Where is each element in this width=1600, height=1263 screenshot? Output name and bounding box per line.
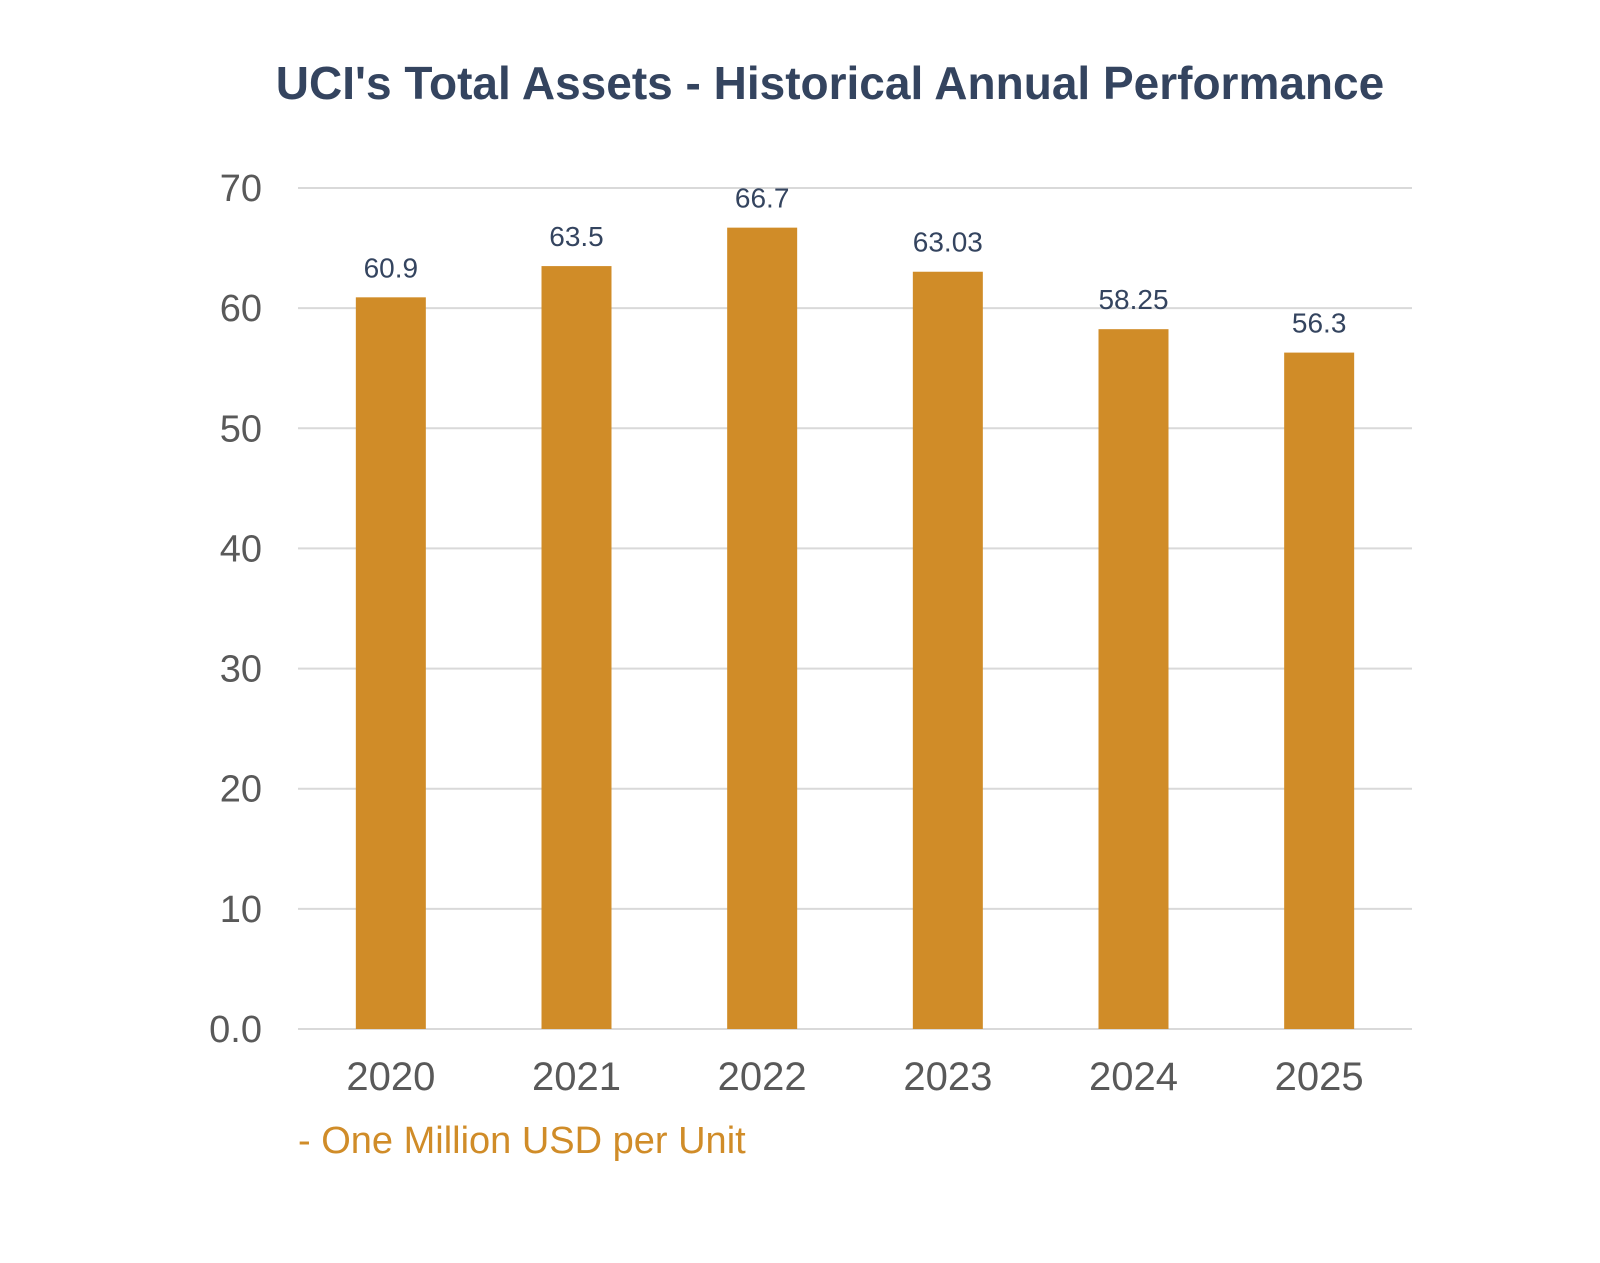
x-tick-label: 2025 [1275, 1055, 1364, 1099]
bar-2025 [1284, 352, 1355, 1029]
gridlines [298, 187, 1412, 1030]
unit-footnote: - One Million USD per Unit [298, 1120, 746, 1162]
x-tick-label: 2023 [903, 1055, 992, 1099]
y-tick-label: 60 [220, 288, 262, 330]
chart-title: UCI's Total Assets - Historical Annual P… [275, 57, 1385, 109]
x-tick-label: 2020 [346, 1055, 435, 1099]
bar-2023 [912, 271, 983, 1029]
bar-2024 [1098, 329, 1169, 1029]
y-tick-label: 50 [220, 408, 262, 450]
value-label: 66.7 [735, 183, 790, 214]
y-axis-ticks: 0.0 10 20 30 40 50 60 70 [209, 168, 262, 1051]
y-tick-label: 20 [220, 769, 262, 811]
value-label: 63.5 [549, 221, 604, 252]
bar-2020 [355, 297, 426, 1030]
bar-2022 [727, 227, 798, 1029]
y-tick-label: 30 [220, 649, 262, 691]
value-label: 63.03 [913, 227, 983, 258]
x-axis-ticks: 2020 2021 2022 2023 2024 2025 [346, 1055, 1363, 1099]
value-labels: 60.9 63.5 66.7 63.03 58.25 56.3 [364, 183, 1347, 339]
y-tick-label: 40 [220, 528, 262, 570]
x-tick-label: 2022 [718, 1055, 807, 1099]
x-tick-label: 2021 [532, 1055, 621, 1099]
value-label: 56.3 [1292, 308, 1347, 339]
y-tick-label: 0.0 [209, 1009, 262, 1051]
y-tick-label: 70 [220, 168, 262, 210]
value-label: 60.9 [364, 252, 419, 283]
bar-2021 [541, 266, 612, 1029]
value-label: 58.25 [1098, 284, 1168, 315]
x-tick-label: 2024 [1089, 1055, 1178, 1099]
y-tick-label: 10 [220, 889, 262, 931]
bars [355, 227, 1355, 1030]
